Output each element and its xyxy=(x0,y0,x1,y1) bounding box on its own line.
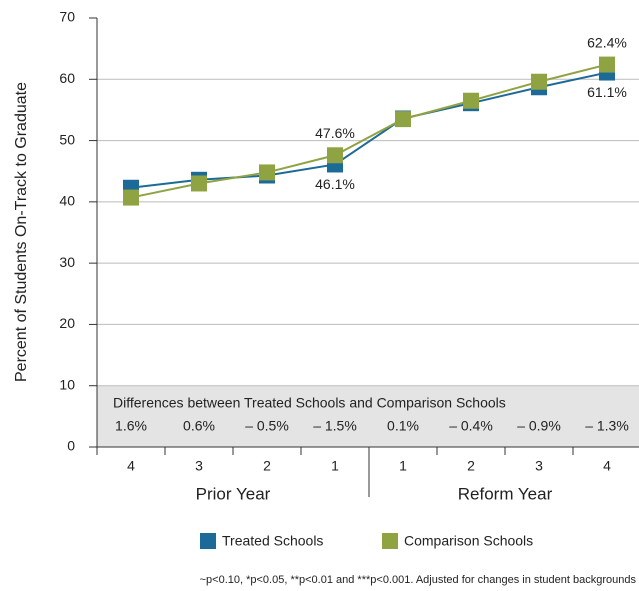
marker xyxy=(395,111,411,128)
x-tick-label: 1 xyxy=(399,458,407,474)
marker xyxy=(327,147,343,164)
differences-panel xyxy=(97,385,639,447)
data-label: 62.4% xyxy=(587,34,627,50)
legend-label: Comparison Schools xyxy=(404,533,533,549)
marker xyxy=(191,175,207,192)
marker xyxy=(599,56,615,73)
footnote: ~p<0.10, *p<0.05, **p<0.01 and ***p<0.00… xyxy=(200,574,637,586)
legend-label: Treated Schools xyxy=(222,533,323,549)
series-line xyxy=(130,63,608,199)
data-label: 46.1% xyxy=(315,176,355,192)
y-axis-label: Percent of Students On-Track to Graduate xyxy=(13,82,30,382)
legend-swatch xyxy=(200,533,216,549)
marker xyxy=(463,92,479,109)
x-tick-label: 4 xyxy=(603,458,611,474)
difference-label: – 0.4% xyxy=(449,418,493,434)
y-tick-label: 20 xyxy=(59,315,75,331)
data-label: 61.1% xyxy=(587,84,627,100)
x-tick-label: 1 xyxy=(331,458,339,474)
data-label: 47.6% xyxy=(315,125,355,141)
marker xyxy=(259,164,275,181)
marker xyxy=(123,189,139,206)
x-tick-label: 2 xyxy=(467,458,475,474)
y-tick-label: 70 xyxy=(59,9,75,25)
y-tick-label: 30 xyxy=(59,254,75,270)
x-tick-label: 2 xyxy=(263,458,271,474)
x-tick-label: 4 xyxy=(127,458,135,474)
difference-label: – 1.3% xyxy=(585,418,629,434)
y-tick-label: 60 xyxy=(59,70,75,86)
difference-label: 0.6% xyxy=(183,418,215,434)
difference-label: – 1.5% xyxy=(313,418,357,434)
differences-title: Differences between Treated Schools and … xyxy=(113,395,506,411)
y-tick-label: 10 xyxy=(59,376,75,392)
difference-label: 0.1% xyxy=(387,418,419,434)
marker xyxy=(531,73,547,90)
y-tick-label: 50 xyxy=(59,131,75,147)
y-tick-label: 0 xyxy=(67,438,75,454)
group-label: Prior Year xyxy=(196,484,271,503)
y-tick-label: 40 xyxy=(59,193,75,209)
difference-label: – 0.9% xyxy=(517,418,561,434)
x-tick-label: 3 xyxy=(535,458,543,474)
series-line xyxy=(130,71,608,189)
difference-label: 1.6% xyxy=(115,418,147,434)
group-label: Reform Year xyxy=(458,484,553,503)
legend-swatch xyxy=(382,533,398,549)
difference-label: – 0.5% xyxy=(245,418,289,434)
x-tick-label: 3 xyxy=(195,458,203,474)
